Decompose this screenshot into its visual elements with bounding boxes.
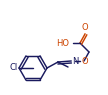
Text: O: O <box>81 57 88 65</box>
Text: N: N <box>72 57 78 65</box>
Text: HO: HO <box>56 38 69 48</box>
Text: Cl: Cl <box>9 63 17 72</box>
Text: O: O <box>82 23 88 32</box>
